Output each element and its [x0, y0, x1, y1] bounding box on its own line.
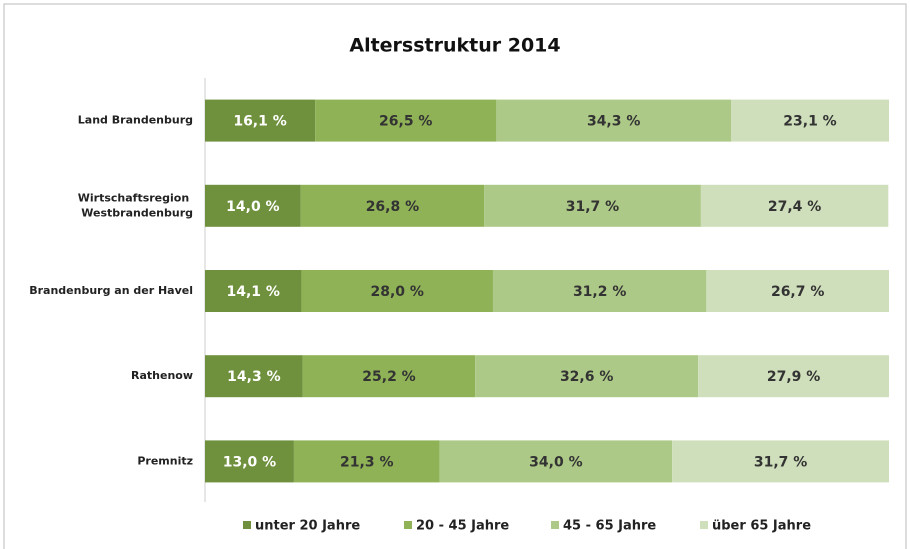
legend-label: über 65 Jahre — [712, 519, 811, 534]
data-label: 26,8 % — [366, 199, 419, 215]
bar-segment — [315, 99, 497, 142]
data-label: 25,2 % — [362, 369, 415, 385]
legend-swatch — [243, 521, 251, 529]
bar-segment — [205, 355, 303, 398]
bar-segment — [475, 355, 699, 398]
bar-segment — [492, 270, 707, 312]
data-label: 28,0 % — [370, 284, 423, 300]
legend-label: 45 - 65 Jahre — [563, 519, 656, 534]
bar-segment — [484, 184, 701, 227]
data-label: 14,3 % — [227, 369, 280, 385]
data-label: 21,3 % — [340, 454, 393, 470]
y-tick-label: Land Brandenburg — [78, 114, 193, 127]
data-label: 23,1 % — [783, 114, 836, 130]
legend-label: unter 20 Jahre — [255, 519, 360, 534]
data-label: 13,0 % — [223, 454, 276, 470]
data-label: 31,7 % — [754, 454, 807, 470]
data-label: 16,1 % — [233, 114, 286, 130]
data-label: 14,1 % — [226, 284, 279, 300]
y-tick-label: Premnitz — [137, 454, 193, 467]
y-tick-label: Brandenburg an der Havel — [29, 284, 193, 297]
legend-swatch — [551, 521, 559, 529]
y-tick-label: Wirtschaftsregion Westbrandenburg — [78, 191, 193, 219]
bar-segment — [302, 355, 476, 398]
bar-segment — [300, 184, 485, 227]
legend-swatch — [700, 521, 708, 529]
bar-segment — [205, 184, 301, 227]
chart-title: Altersstruktur 2014 — [349, 35, 560, 57]
bar-segment — [301, 270, 493, 312]
data-label: 27,9 % — [767, 369, 820, 385]
bar-segment — [698, 355, 889, 398]
data-label: 14,0 % — [226, 199, 279, 215]
data-label: 27,4 % — [768, 199, 821, 215]
data-label: 31,7 % — [566, 199, 619, 215]
data-label: 34,0 % — [529, 454, 582, 470]
bar-segment — [700, 184, 889, 227]
y-tick-label: Rathenow — [131, 369, 193, 382]
data-label: 31,2 % — [573, 284, 626, 300]
legend-label: 20 - 45 Jahre — [416, 519, 509, 534]
data-label: 32,6 % — [560, 369, 613, 385]
data-label: 26,7 % — [771, 284, 824, 300]
bar-segment — [439, 440, 673, 483]
data-label: 26,5 % — [379, 114, 432, 130]
legend-swatch — [404, 521, 412, 529]
data-label: 34,3 % — [587, 114, 640, 130]
bar-segment — [205, 99, 316, 142]
bar-segment — [706, 270, 889, 312]
bar-segment — [496, 99, 731, 142]
bar-segment — [293, 440, 440, 483]
bar-segment — [205, 270, 302, 312]
bar-segment — [730, 99, 889, 142]
bar-segment — [672, 440, 889, 483]
bar-segment — [205, 440, 294, 483]
